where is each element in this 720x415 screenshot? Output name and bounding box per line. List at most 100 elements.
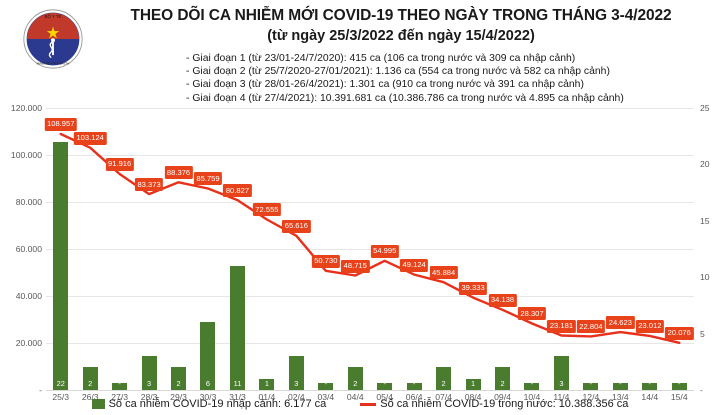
line-value-label: 23.012 [635,319,664,333]
bar-slot: - [576,108,605,390]
chart-legend: Số ca nhiễm COVID-19 nhập cảnh: 6.177 ca… [0,393,720,415]
bar-slot: 3 [134,108,163,390]
bar-imported-cases[interactable]: - [377,379,393,390]
line-data-labels: 108.957 103.124 91.916 83.373 88.376 85.759 80… [44,108,694,390]
y-axis-left-tick: 80.000 [15,197,42,207]
x-axis-tick: 14/4 [641,392,659,402]
x-axis-tick: 27/3 [111,392,128,402]
bar-slot: - [517,108,546,390]
bar-value-label: - [619,379,622,388]
y-axis-left-tick: 20.000 [15,338,42,348]
x-axis-tick: 07/4 [435,392,452,402]
line-value-label: 34.138 [488,293,517,307]
y-axis-left-tick: - [39,385,42,395]
bar-slot: 3 [282,108,311,390]
y-axis-left-tick: 120.000 [10,103,42,113]
bar-slot: 2 [75,108,104,390]
svg-text:BỘ Y TẾ: BỘ Y TẾ [45,14,62,19]
bar-slot: 2 [164,108,193,390]
x-axis-tick: 02/4 [287,392,305,402]
line-value-label: 50.730 [311,254,340,268]
bar-imported-cases[interactable]: - [318,379,334,390]
x-axis-tick: 06/4 [405,392,423,402]
bar-value-label: 2 [441,379,446,388]
bar-imported-cases[interactable]: - [612,379,628,390]
bar-value-label: 2 [88,379,93,388]
bar-imported-cases[interactable]: - [406,379,422,390]
bar-value-label: - [678,379,681,388]
y-axis-left-tick: 60.000 [15,244,42,254]
bar-imported-cases[interactable]: - [642,379,658,390]
x-axis-tick: 15/4 [670,392,688,402]
bar-imported-cases[interactable]: - [583,379,599,390]
y-axis-right-tick: 10 [700,272,710,283]
legend-line-swatch-icon [360,402,377,406]
x-axis-tick: 03/4 [317,392,335,402]
x-axis-tick: 05/4 [376,392,394,402]
x-axis-labels: 25/3 26/3 27/3 28/3 29/3 30/3 31/3 01/4 02/4 03/4… [46,392,694,406]
line-value-label: 22.804 [576,320,606,334]
bar-value-label: - [648,379,652,388]
line-value-label: 91.916 [105,157,134,171]
x-axis-tick: 08/4 [464,392,482,402]
bar-imported-cases[interactable]: 2 [171,367,187,390]
line-value-label: 85.759 [193,172,223,186]
y-axis-left-tick: 100.000 [10,150,42,160]
x-axis-tick: 26/3 [81,392,99,402]
bar-value-label: - [412,379,416,388]
x-axis-tick: 31/3 [229,392,246,402]
bar-imported-cases[interactable]: 3 [288,356,304,390]
x-axis-tick: 25/3 [52,392,70,402]
bar-imported-cases[interactable]: 2 [82,367,98,390]
bar-value-label: 3 [294,379,299,388]
gridline [46,108,694,109]
x-axis-tick: 12/4 [582,392,600,402]
bar-imported-cases[interactable]: - [112,379,128,390]
bar-imported-cases[interactable]: - [671,379,687,390]
bar-value-label: 3 [147,379,152,388]
legend-item-domestic: Số ca nhiễm COVID-19 trong nước: 10.388.… [360,398,628,410]
line-value-label: 72.555 [252,203,282,217]
bar-imported-cases[interactable]: 2 [436,367,452,390]
line-value-label: 65.616 [282,219,311,233]
phase-summary-list: - Giai đoạn 1 (từ 23/01-24/7/2020): 415 … [186,52,706,105]
bar-imported-cases[interactable]: 3 [141,356,157,390]
bar-imported-cases[interactable]: 1 [259,378,275,390]
line-value-label: 23.181 [547,319,576,333]
y-axis-right-tick: 15 [700,215,710,226]
bar-value-label: 3 [559,379,564,388]
x-axis-line [46,390,694,391]
bar-imported-cases[interactable]: 2 [347,367,363,390]
bar-slot: 2 [429,108,458,390]
line-value-label: 24.623 [606,316,635,330]
line-value-label: 83.373 [134,178,164,192]
bar-value-label: - [383,379,386,388]
legend-label-imported: Số ca nhiễm COVID-19 nhập cảnh: 6.177 ca [108,398,327,410]
page-subtitle: (từ ngày 25/3/2022 đến ngày 15/4/2022) [267,28,535,44]
y-axis-right-tick: 20 [700,159,710,170]
bar-slot: - [606,108,635,390]
bar-slot: 1 [252,108,281,390]
bar-slot: - [105,108,134,390]
line-value-label: 48.715 [341,259,370,273]
bar-value-label: 11 [233,379,242,388]
bar-value-label: 6 [205,379,211,388]
page-title: THEO DÕI CA NHIỄM MỚI COVID-19 THEO NGÀY… [130,7,672,24]
line-value-label: 80.827 [223,184,252,198]
phase-item-4: - Giai đoạn 4 (từ 27/4/2021): 10.391.681… [186,92,624,104]
bar-value-label: 1 [471,379,476,388]
bar-slot: 1 [458,108,487,390]
bar-imported-cases[interactable]: 3 [553,356,569,390]
x-axis-tick: 10/4 [523,392,541,402]
phase-item-1: - Giai đoạn 1 (từ 23/01-24/7/2020): 415 … [186,53,576,64]
bar-slot: - [635,108,664,390]
x-axis-tick: 09/4 [494,392,511,402]
x-axis-tick: 11/4 [553,392,570,402]
y-axis-right: 25 20 15 10 5 - [694,103,720,395]
bar-imported-cases[interactable]: - [524,379,540,390]
x-axis-tick: 04/4 [346,392,364,402]
bar-value-label: 1 [264,379,269,388]
bar-imported-cases[interactable]: 1 [465,378,481,390]
bar-value-label: - [118,379,121,388]
bar-imported-cases[interactable]: 2 [495,367,511,390]
